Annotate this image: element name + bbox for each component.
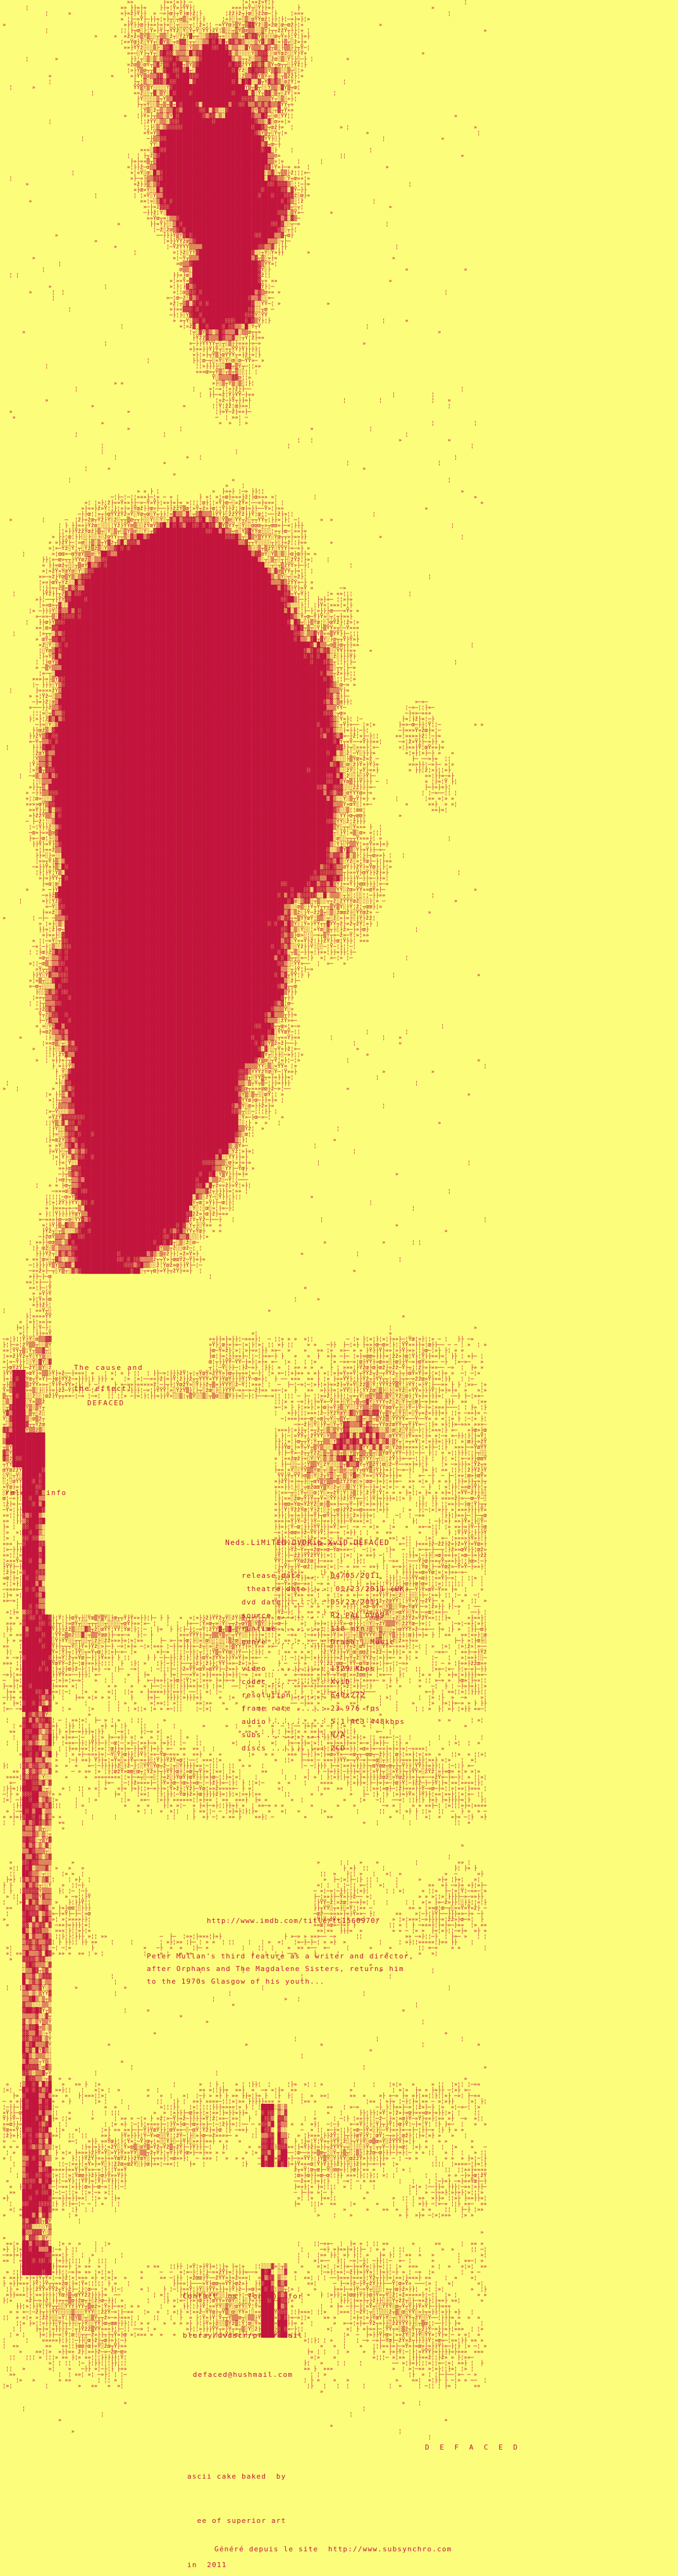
cause-line-2: the effect! [74,1384,133,1393]
imdb-link[interactable]: http://www.imdb.com/title/tt1560970/ [207,1917,381,1925]
release-title: Neds.LiMiTED.DVDRip.XviD-DEFACED [225,1538,390,1547]
release-info-block: release date ...: 04/05/2011 theatre dat… [242,1572,410,1752]
ascii-credits-block: ascii cake baked by ee of superior art i… [187,2472,287,2569]
footer-source-line: Généré depuis le site http://www.subsync… [214,2545,452,2553]
defaced-wordmark: D E F A C E D [425,2443,521,2451]
release-info-label: release info [5,1489,67,1497]
ascii-art-backdrop: »» ├»»¦»├├ ─ ¦»¦»»ž»Ÿ¦├ ¦ ¦ »» ├├»├» ├├»… [3,0,487,2441]
cause-line-1: The cause and [74,1364,144,1372]
plot-synopsis: Peter Mullan's third feature as a writer… [147,1952,414,1986]
contact-block: Contact us (only) for bluray/dvdscr/pre-… [183,2292,304,2379]
defaced-tag: DEFACED [87,1399,125,1407]
cause-effect-text: The cause and the effect! [74,1357,144,1399]
